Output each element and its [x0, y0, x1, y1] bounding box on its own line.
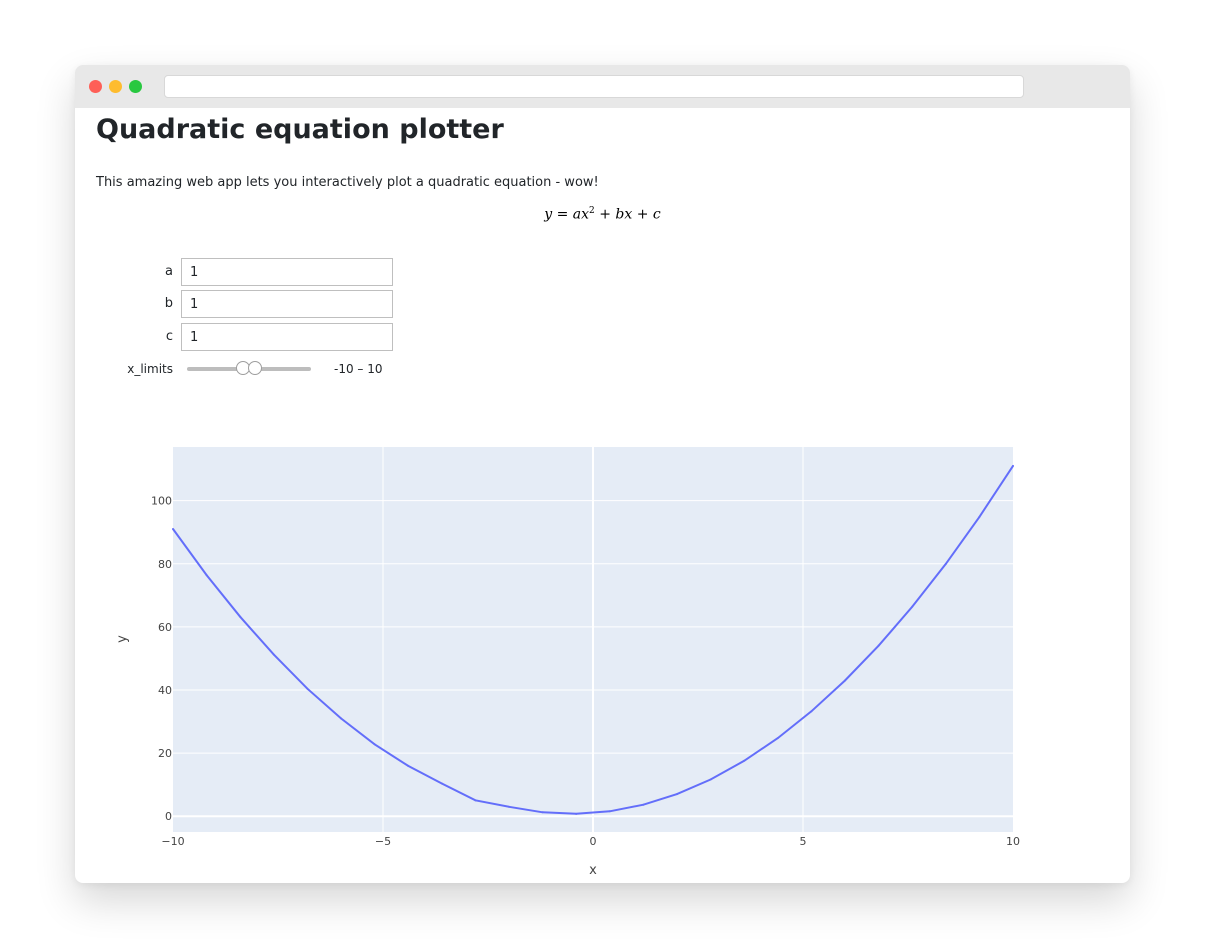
x-tick-label: −10 — [161, 835, 184, 848]
data-point — [877, 644, 880, 647]
y-axis-label: y — [115, 635, 130, 643]
c-label: c — [165, 329, 173, 344]
data-point — [508, 805, 510, 808]
data-point — [911, 605, 914, 608]
y-tick-label: 100 — [151, 495, 172, 508]
b-label: b — [164, 296, 173, 311]
data-point — [440, 782, 443, 785]
data-point — [205, 574, 208, 577]
x-tick-label: 0 — [590, 835, 597, 848]
data-point — [776, 737, 779, 740]
maximize-window-icon[interactable] — [129, 80, 142, 93]
data-point — [810, 710, 813, 713]
data-point — [844, 679, 846, 682]
data-point — [608, 810, 611, 813]
page-title: Quadratic equation plotter — [96, 114, 504, 145]
equation-term-a: ax — [572, 206, 590, 223]
a-label: a — [165, 264, 173, 279]
page-content: Quadratic equation plotter This amazing … — [75, 108, 1130, 883]
data-point — [575, 812, 578, 815]
data-point — [172, 528, 174, 531]
data-point — [944, 562, 947, 565]
x-tick-label: −5 — [375, 835, 391, 848]
data-point — [676, 793, 678, 796]
y-tick-label: 40 — [158, 684, 172, 697]
data-point — [978, 515, 981, 518]
data-point — [474, 799, 477, 802]
browser-titlebar — [75, 65, 1130, 108]
data-point — [743, 759, 746, 762]
x-tick-label: 10 — [1006, 835, 1020, 848]
data-point — [407, 764, 410, 767]
x-tick-label: 5 — [800, 835, 807, 848]
x-limits-max-handle[interactable] — [248, 361, 262, 375]
c-input[interactable] — [181, 323, 393, 351]
y-tick-label: 0 — [165, 810, 172, 823]
y-tick-label: 20 — [158, 747, 172, 760]
close-window-icon[interactable] — [89, 80, 102, 93]
b-input[interactable] — [181, 290, 393, 318]
equation-exponent: 2 — [589, 206, 595, 216]
equation-rest: + bx + c — [594, 206, 661, 223]
x-limits-label: x_limits — [127, 362, 173, 376]
address-bar[interactable] — [164, 75, 1024, 98]
data-point — [239, 615, 242, 618]
quadratic-equation: y = ax2 + bx + c — [544, 206, 661, 223]
equation-lhs: y — [544, 206, 553, 223]
data-point — [340, 717, 342, 720]
minimize-window-icon[interactable] — [109, 80, 122, 93]
data-point — [272, 653, 275, 656]
page-description: This amazing web app lets you interactiv… — [96, 175, 599, 190]
data-point — [306, 687, 309, 690]
data-point — [642, 803, 645, 806]
series-line — [172, 465, 1014, 815]
a-input[interactable] — [181, 258, 393, 286]
data-point — [373, 743, 376, 746]
browser-window: Quadratic equation plotter This amazing … — [75, 65, 1130, 883]
y-tick-label: 60 — [158, 621, 172, 634]
data-point — [541, 811, 544, 814]
x-axis-label: x — [589, 863, 597, 878]
data-point — [709, 778, 712, 781]
x-limits-value: -10 – 10 — [334, 362, 383, 376]
data-point — [1012, 464, 1014, 467]
y-tick-label: 80 — [158, 558, 172, 571]
